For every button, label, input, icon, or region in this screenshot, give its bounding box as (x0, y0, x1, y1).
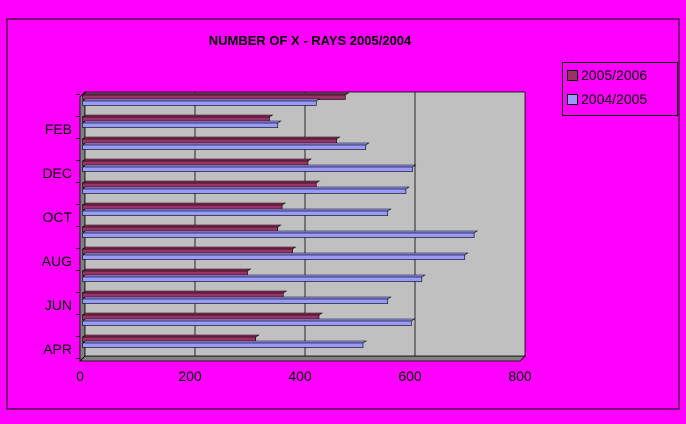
x-tick-label: 800 (508, 368, 532, 384)
x-tick-label: 0 (76, 368, 84, 384)
bar-may-series-2 (82, 320, 412, 326)
plot-floor (79, 355, 526, 362)
legend-swatch-series-1 (567, 69, 578, 81)
y-tick-label: OCT (42, 209, 72, 225)
x-tick-label: 200 (178, 368, 202, 384)
legend-label-series-2: 2004/2005 (581, 91, 648, 107)
bar-oct-series-2 (82, 210, 389, 216)
y-tick-label: APR (43, 341, 72, 357)
bar-jul-series-2 (82, 276, 423, 282)
chart-title: NUMBER OF X - RAYS 2005/2004 (208, 33, 412, 48)
bar-jan-series-2 (82, 144, 367, 150)
legend-label-series-1: 2005/2006 (581, 67, 648, 83)
bar-oct-series-1-top (81, 202, 287, 206)
x-tick-label: 400 (288, 368, 312, 384)
chart-legend: 2005/2006 2004/2005 (562, 62, 678, 116)
bar-sep-series-1-top (81, 224, 282, 228)
bar-dec-series-2 (82, 166, 413, 172)
bar-feb-series-2 (82, 122, 279, 128)
y-tick-label: DEC (42, 165, 72, 181)
bar-nov-series-2 (82, 188, 407, 194)
y-tick-label: FEB (45, 121, 72, 137)
chart-area-border (6, 18, 680, 410)
bar-jan-series-2-top (81, 142, 370, 146)
x-tick-label: 600 (398, 368, 422, 384)
bar-feb-series-2-top (81, 120, 282, 124)
legend-item-series-2: 2004/2005 (563, 87, 677, 111)
bar-mar-series-2 (82, 100, 317, 106)
bar-dec-series-2-top (81, 164, 417, 168)
legend-item-series-1: 2005/2006 (563, 63, 677, 87)
bar-mar-series-2-top (81, 98, 321, 102)
bar-mar-series-1-top (81, 92, 350, 96)
bar-oct-series-2-top (81, 208, 392, 212)
bar-jun-series-2 (82, 298, 389, 304)
bar-aug-series-2-top (81, 252, 469, 256)
bar-nov-series-2-top (81, 186, 410, 190)
bar-nov-series-1-top (81, 180, 321, 184)
bar-apr-series-2 (82, 342, 364, 348)
bar-sep-series-2-top (81, 230, 479, 234)
bar-dec-series-1-top (81, 158, 312, 162)
y-tick-label: JUN (45, 297, 72, 313)
y-tick-label: AUG (42, 253, 72, 269)
legend-swatch-series-2 (567, 93, 578, 105)
bar-sep-series-2 (82, 232, 475, 238)
bar-feb-series-1-top (81, 114, 274, 118)
bar-jan-series-1-top (81, 136, 341, 140)
bar-aug-series-2 (82, 254, 466, 260)
bar-aug-series-1-top (81, 246, 297, 250)
